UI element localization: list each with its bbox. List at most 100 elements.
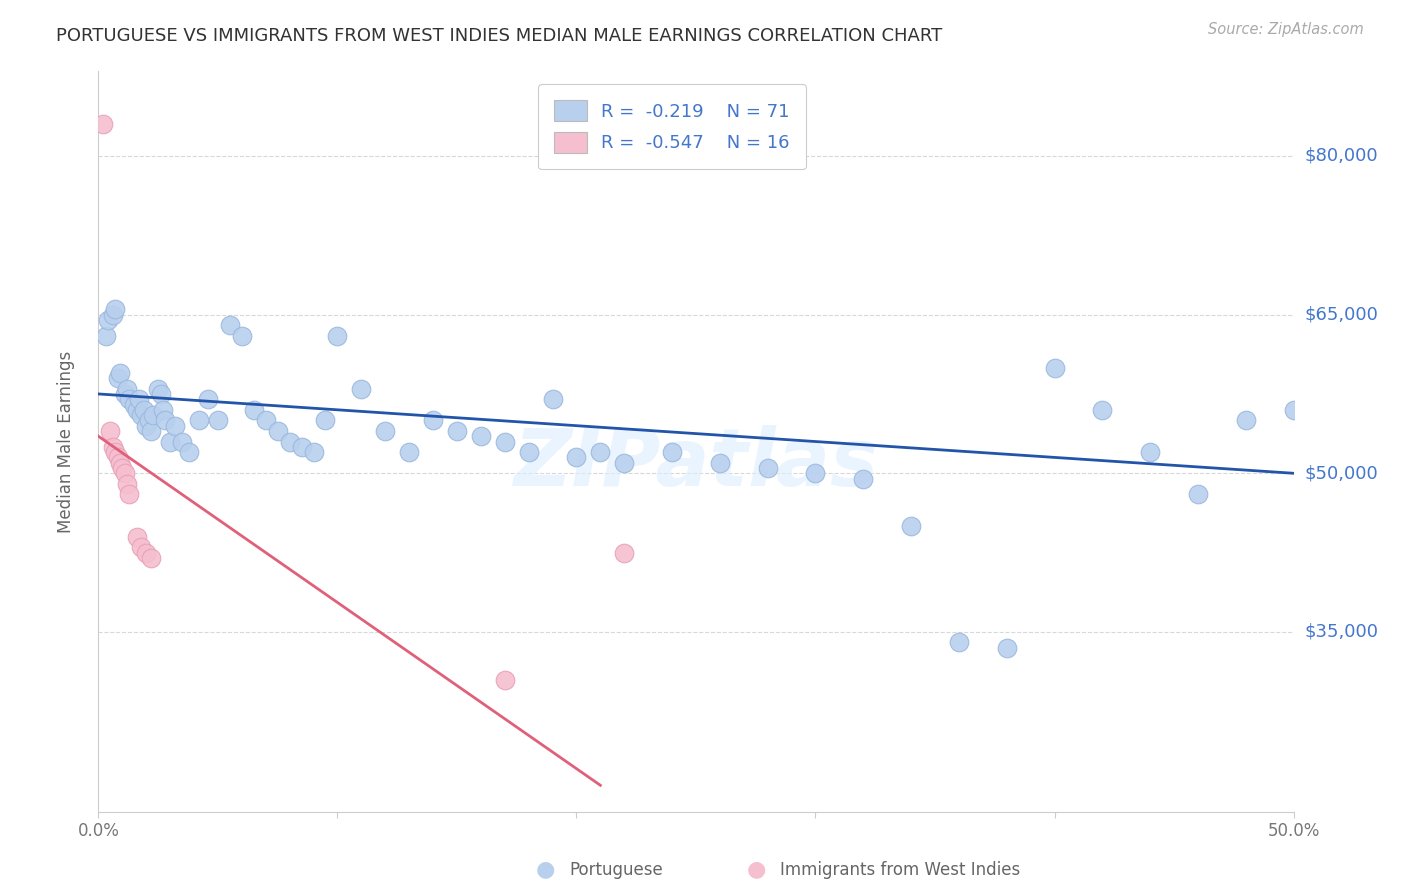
Point — [131, 541, 153, 555]
Point — [101, 308, 124, 322]
Point — [291, 440, 314, 454]
Point — [139, 550, 162, 565]
Point — [135, 546, 157, 560]
Point — [1319, 445, 1341, 459]
Text: Immigrants from West Indies: Immigrants from West Indies — [780, 861, 1021, 879]
Point — [118, 392, 141, 407]
Point — [94, 328, 117, 343]
Point — [613, 456, 636, 470]
Point — [152, 402, 174, 417]
Text: $80,000: $80,000 — [1305, 147, 1378, 165]
Point — [163, 418, 186, 433]
Point — [589, 445, 612, 459]
Point — [114, 387, 136, 401]
Point — [148, 382, 170, 396]
Point — [97, 313, 120, 327]
Point — [118, 487, 141, 501]
Text: $65,000: $65,000 — [1305, 306, 1378, 324]
Point — [278, 434, 301, 449]
Point — [115, 382, 138, 396]
Point — [104, 302, 127, 317]
Point — [187, 413, 209, 427]
Point — [115, 476, 138, 491]
Point — [565, 450, 588, 465]
Point — [315, 413, 337, 427]
Point — [207, 413, 229, 427]
Point — [709, 456, 731, 470]
Point — [494, 434, 516, 449]
Point — [1306, 402, 1329, 417]
Point — [108, 456, 131, 470]
Point — [1139, 445, 1161, 459]
Point — [197, 392, 219, 407]
Point — [446, 424, 468, 438]
Point — [128, 392, 150, 407]
Point — [470, 429, 492, 443]
Point — [111, 461, 134, 475]
Point — [302, 445, 325, 459]
Point — [900, 519, 922, 533]
Point — [1295, 635, 1317, 649]
Point — [613, 546, 636, 560]
Point — [1234, 413, 1257, 427]
Point — [159, 434, 181, 449]
Point — [517, 445, 540, 459]
Point — [350, 382, 373, 396]
Text: Portuguese: Portuguese — [569, 861, 664, 879]
Point — [91, 117, 114, 131]
Point — [398, 445, 420, 459]
Point — [1187, 487, 1209, 501]
Text: $35,000: $35,000 — [1305, 623, 1379, 641]
Point — [107, 371, 129, 385]
Point — [1043, 360, 1066, 375]
Point — [243, 402, 266, 417]
Point — [1282, 402, 1305, 417]
Point — [804, 467, 827, 481]
Text: PORTUGUESE VS IMMIGRANTS FROM WEST INDIES MEDIAN MALE EARNINGS CORRELATION CHART: PORTUGUESE VS IMMIGRANTS FROM WEST INDIE… — [56, 27, 942, 45]
Point — [101, 440, 124, 454]
Legend: R =  -0.219    N = 71, R =  -0.547    N = 16: R = -0.219 N = 71, R = -0.547 N = 16 — [538, 84, 806, 169]
Point — [995, 640, 1018, 655]
Point — [1330, 541, 1353, 555]
Text: ●: ● — [536, 860, 555, 880]
Point — [142, 408, 165, 422]
Point — [1354, 456, 1376, 470]
Text: ●: ● — [747, 860, 766, 880]
Point — [254, 413, 277, 427]
Point — [114, 467, 136, 481]
Point — [326, 328, 349, 343]
Point — [494, 673, 516, 687]
Point — [125, 530, 148, 544]
Point — [422, 413, 444, 427]
Point — [135, 418, 157, 433]
Text: $50,000: $50,000 — [1305, 464, 1378, 483]
Point — [131, 408, 153, 422]
Point — [139, 424, 162, 438]
Point — [1091, 402, 1114, 417]
Point — [155, 413, 177, 427]
Point — [541, 392, 564, 407]
Point — [852, 472, 875, 486]
Point — [756, 461, 779, 475]
Point — [661, 445, 683, 459]
Point — [1343, 476, 1365, 491]
Point — [149, 387, 172, 401]
Point — [219, 318, 242, 333]
Point — [231, 328, 253, 343]
Point — [374, 424, 396, 438]
Text: Source: ZipAtlas.com: Source: ZipAtlas.com — [1208, 22, 1364, 37]
Point — [98, 424, 122, 438]
Point — [172, 434, 194, 449]
Point — [125, 402, 148, 417]
Point — [179, 445, 201, 459]
Point — [108, 366, 131, 380]
Point — [948, 635, 970, 649]
Point — [138, 413, 160, 427]
Point — [267, 424, 290, 438]
Text: ZIPatlas: ZIPatlas — [513, 425, 879, 503]
Y-axis label: Median Male Earnings: Median Male Earnings — [56, 351, 75, 533]
Point — [107, 450, 129, 465]
Point — [104, 445, 127, 459]
Point — [132, 402, 155, 417]
Point — [124, 398, 146, 412]
